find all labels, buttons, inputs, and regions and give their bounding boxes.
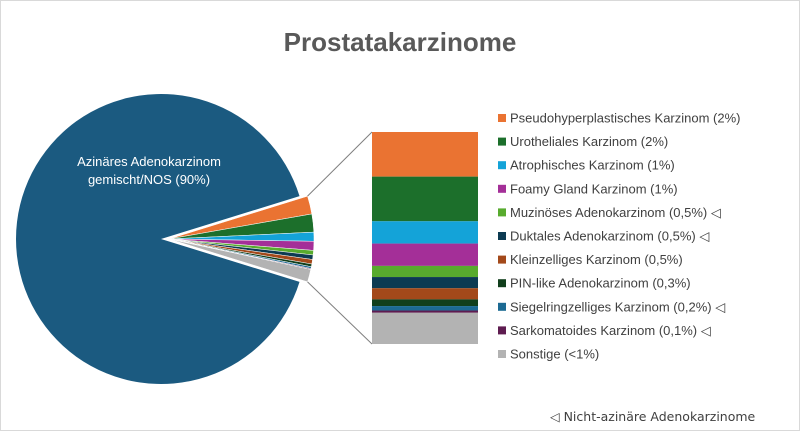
bar-segment-sonstige-1 xyxy=(372,312,478,344)
footnote: ◁ Nicht-azinäre Adenokarzinome xyxy=(550,409,756,424)
legend-label: Atrophisches Karzinom (1%) xyxy=(510,158,675,173)
pie-slice-sonstige-1 xyxy=(168,238,312,283)
legend-label: Sonstige (<1%) xyxy=(510,347,599,362)
legend-item-atrophisches-karzinom-1: Atrophisches Karzinom (1%) xyxy=(498,158,675,173)
bar-segment-siegelringzelliges-karzinom-0-2 xyxy=(372,306,478,311)
pie: Azinäres Adenokarzinom gemischt/NOS (90%) xyxy=(16,94,315,385)
bar-segment-pin-like-adenokarzinom-0-3 xyxy=(372,299,478,307)
bar-segment-foamy-gland-karzinom-1 xyxy=(372,243,478,266)
legend-label: Sarkomatoides Karzinom (0,1%) ◁ xyxy=(510,323,711,338)
legend-swatch xyxy=(498,350,506,358)
legend-swatch xyxy=(498,184,506,193)
legend-item-kleinzelliges-karzinom-0-5: Kleinzelliges Karzinom (0,5%) xyxy=(498,252,683,267)
legend-item-sonstige-1: Sonstige (<1%) xyxy=(498,347,599,362)
legend-item-pin-like-adenokarzinom-0-3: PIN-like Adenokarzinom (0,3%) xyxy=(498,276,691,291)
legend: Pseudohyperplastisches Karzinom (2%) Urot… xyxy=(498,111,741,362)
legend-swatch xyxy=(498,232,506,240)
legend-item-foamy-gland-karzinom-1: Foamy Gland Karzinom (1%) xyxy=(498,181,678,196)
legend-swatch xyxy=(498,161,506,170)
legend-swatch xyxy=(498,255,506,264)
legend-item-urotheliales-karzinom-2: Urotheliales Karzinom (2%) xyxy=(498,134,668,149)
legend-item-duktales-adenokarzinom-0-5: Duktales Adenokarzinom (0,5%) ◁ xyxy=(498,229,709,244)
legend-label: Siegelringzelliges Karzinom (0,2%) ◁ xyxy=(510,299,725,314)
legend-label: Duktales Adenokarzinom (0,5%) ◁ xyxy=(510,229,709,244)
connector-line-bottom xyxy=(307,281,373,345)
bar-segment-urotheliales-karzinom-2 xyxy=(372,176,478,222)
legend-swatch xyxy=(498,279,506,288)
bar-segment-kleinzelliges-karzinom-0-5 xyxy=(372,288,478,300)
legend-swatch xyxy=(498,114,506,122)
legend-item-pseudohyperplastisches-karzinom-2: Pseudohyperplastisches Karzinom (2%) xyxy=(498,111,741,126)
pie-slice-azinares-adenokarzinom xyxy=(16,94,300,385)
legend-label: Foamy Gland Karzinom (1%) xyxy=(510,181,678,196)
legend-swatch xyxy=(498,137,506,146)
legend-label: Pseudohyperplastisches Karzinom (2%) xyxy=(510,111,741,126)
legend-swatch xyxy=(498,326,506,335)
connector-lines xyxy=(307,131,373,345)
breakdown-bar xyxy=(372,132,478,344)
legend-swatch xyxy=(498,302,506,311)
legend-label: Muzinöses Adenokarzinom (0,5%) ◁ xyxy=(510,205,721,220)
main-slice-label-line: Azinäres Adenokarzinom xyxy=(77,154,221,169)
bar-segment-sarkomatoides-karzinom-0-1 xyxy=(372,310,478,313)
bar-segment-pseudohyperplastisches-karzinom-2 xyxy=(372,132,478,177)
bar-segment-duktales-adenokarzinom-0-5 xyxy=(372,277,478,289)
legend-label: Urotheliales Karzinom (2%) xyxy=(510,134,668,149)
legend-item-siegelringzelliges-karzinom-0-2: Siegelringzelliges Karzinom (0,2%) ◁ xyxy=(498,299,725,314)
chart-title: Prostatakarzinome xyxy=(283,27,517,57)
legend-swatch xyxy=(498,208,506,217)
legend-item-sarkomatoides-karzinom-0-1: Sarkomatoides Karzinom (0,1%) ◁ xyxy=(498,323,711,338)
legend-label: Kleinzelliges Karzinom (0,5%) xyxy=(510,252,683,267)
connector-line-top xyxy=(307,131,373,197)
bar-segment-muzin-ses-adenokarzinom-0-5 xyxy=(372,265,478,278)
legend-item-muzin-ses-adenokarzinom-0-5: Muzinöses Adenokarzinom (0,5%) ◁ xyxy=(498,205,721,220)
main-slice-label-line: gemischt/NOS (90%) xyxy=(88,172,210,187)
legend-label: PIN-like Adenokarzinom (0,3%) xyxy=(510,276,691,291)
bar-segment-atrophisches-karzinom-1 xyxy=(372,221,478,244)
